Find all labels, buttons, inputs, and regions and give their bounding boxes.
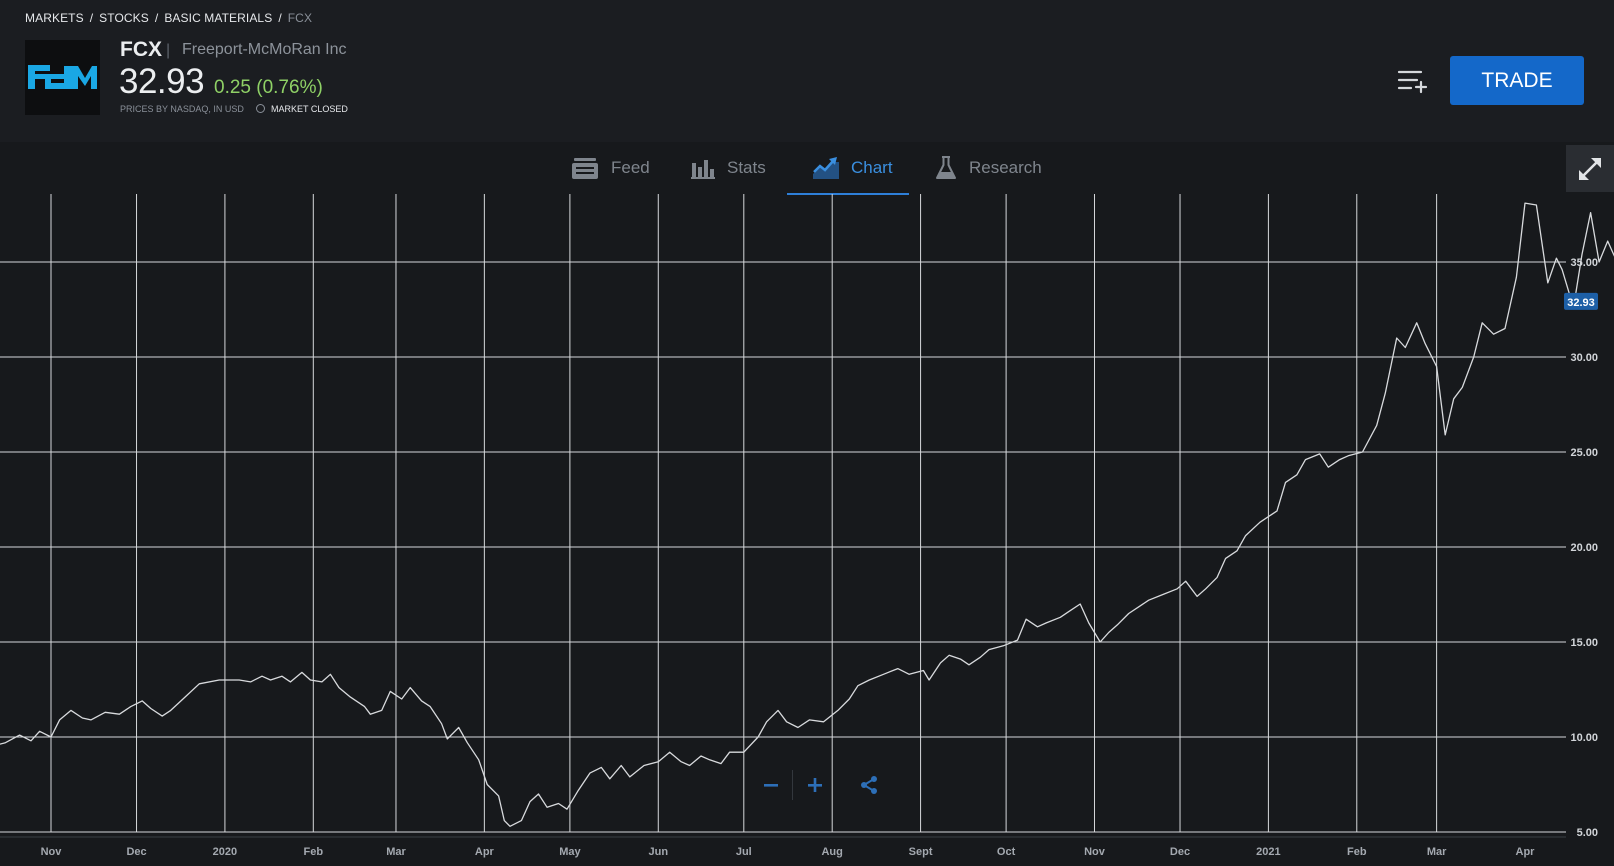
tab-feed-label: Feed — [611, 158, 650, 177]
x-tick-label: Oct — [997, 846, 1016, 858]
x-tick-label: Feb — [1347, 846, 1367, 858]
company-name: Freeport-McMoRan Inc — [182, 41, 347, 58]
x-tick-label: Nov — [1084, 846, 1106, 858]
ticker-symbol: FCX — [120, 38, 162, 61]
share-icon — [861, 776, 877, 794]
x-tick-label: Nov — [41, 846, 63, 858]
add-to-watchlist-icon — [1397, 70, 1428, 94]
tab-stats-label: Stats — [727, 158, 766, 177]
minus-icon — [764, 784, 778, 787]
chart-icon — [813, 157, 839, 179]
flask-icon — [936, 156, 956, 179]
breadcrumb-current: FCX — [287, 11, 313, 25]
active-tab-indicator — [787, 193, 909, 195]
breadcrumb: MARKETS / STOCKS / BASIC MATERIALS / FCX — [25, 11, 312, 25]
x-tick-label: Aug — [821, 846, 842, 858]
chart-controls — [755, 770, 895, 800]
market-status: MARKET CLOSED — [271, 104, 348, 114]
x-tick-label: May — [559, 846, 581, 858]
ticker-divider: | — [166, 42, 171, 59]
plus-icon — [808, 778, 822, 792]
clock-icon — [256, 104, 265, 113]
x-tick-label: Dec — [126, 846, 146, 858]
tab-research[interactable]: Research — [935, 142, 1042, 194]
fullscreen-button[interactable] — [1566, 145, 1614, 192]
fcx-logo — [25, 40, 100, 115]
zoom-in-button[interactable] — [799, 770, 831, 800]
last-price-badge — [1564, 292, 1598, 310]
last-price-label: 32.93 — [1567, 297, 1595, 309]
x-tick-label: 2020 — [213, 846, 237, 858]
trade-button[interactable]: TRADE — [1450, 56, 1584, 105]
x-tick-label: Dec — [1170, 846, 1190, 858]
x-tick-label: Feb — [304, 846, 324, 858]
share-button[interactable] — [853, 770, 885, 800]
x-tick-label: Mar — [386, 846, 406, 858]
breadcrumb-separator: / — [154, 11, 159, 25]
x-tick-label: Jul — [736, 846, 752, 858]
y-tick-label: 35.00 — [1570, 257, 1598, 269]
tab-chart-label: Chart — [851, 158, 893, 177]
y-tick-label: 5.00 — [1577, 827, 1598, 839]
x-tick-label: Sept — [909, 846, 933, 858]
y-tick-label: 15.00 — [1570, 637, 1598, 649]
breadcrumb-separator: / — [278, 11, 282, 25]
x-tick-label: Jun — [648, 846, 668, 858]
x-tick-label: Apr — [1516, 846, 1536, 858]
y-tick-label: 30.00 — [1570, 352, 1598, 364]
y-tick-label: 25.00 — [1570, 447, 1598, 459]
y-tick-label: 20.00 — [1570, 542, 1598, 554]
x-tick-label: 2021 — [1256, 846, 1280, 858]
expand-icon — [1579, 157, 1601, 180]
current-price: 32.93 — [119, 62, 205, 101]
breadcrumb-markets[interactable]: MARKETS — [25, 11, 84, 25]
stock-header: MARKETS / STOCKS / BASIC MATERIALS / FCX FCX |… — [0, 0, 1614, 142]
tab-feed[interactable]: Feed — [571, 142, 650, 194]
breadcrumb-basic-materials[interactable]: BASIC MATERIALS — [164, 11, 273, 25]
stats-icon — [691, 160, 715, 179]
x-tick-label: Mar — [1427, 846, 1447, 858]
feed-icon — [572, 158, 598, 179]
controls-divider — [792, 770, 793, 800]
price-source: PRICES BY NASDAQ, IN USD — [120, 104, 244, 114]
zoom-out-button[interactable] — [755, 770, 787, 800]
tab-research-label: Research — [969, 158, 1042, 177]
x-tick-label: Apr — [475, 846, 495, 858]
breadcrumb-separator: / — [89, 11, 94, 25]
price-change: 0.25 (0.76%) — [214, 77, 323, 98]
tab-bar: Feed Stats Chart Research — [0, 142, 1614, 194]
breadcrumb-stocks[interactable]: STOCKS — [99, 11, 149, 25]
tab-chart[interactable]: Chart — [813, 142, 893, 194]
price-chart[interactable]: Nov Dec 2020 Feb Mar Apr May Jun Jul Aug Sept Oct No… — [0, 194, 1614, 866]
tab-stats[interactable]: Stats — [691, 142, 766, 194]
y-tick-label: 10.00 — [1570, 732, 1598, 744]
add-to-watchlist-button[interactable] — [1387, 56, 1439, 106]
price-series-line — [0, 202, 1614, 827]
